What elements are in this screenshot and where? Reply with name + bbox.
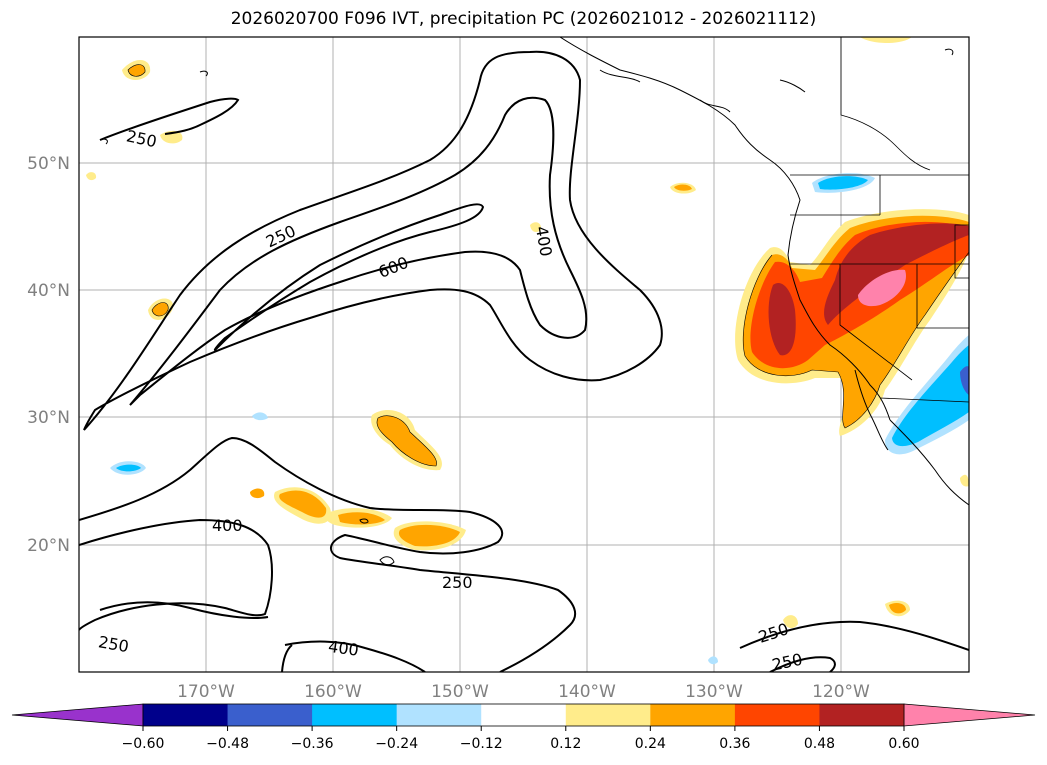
colorbar-swatch — [565, 704, 651, 726]
coastlines — [99, 37, 969, 566]
colorbar-tick-label: −0.24 — [375, 736, 418, 752]
precip-positive-shading — [86, 37, 969, 629]
colorbar-tick-label: 0.60 — [888, 736, 919, 752]
lon-label: 130°W — [685, 682, 743, 702]
colorbar-tick-label: −0.60 — [122, 736, 165, 752]
colorbar-tick-label: 0.24 — [635, 736, 666, 752]
lon-label: 120°W — [812, 682, 870, 702]
colorbar-tick-label: −0.12 — [460, 736, 503, 752]
longitude-labels: 170°W 160°W 150°W 140°W 130°W 120°W — [177, 682, 870, 702]
colorbar-swatch — [143, 704, 229, 726]
colorbar-swatch — [650, 704, 736, 726]
colorbar-tick-label: 0.36 — [719, 736, 750, 752]
ivt-contour-250-west — [79, 518, 273, 631]
lon-label: 150°W — [431, 682, 489, 702]
ivt-contour-400-inner — [129, 96, 588, 406]
ivt-contour-250-se-upper — [739, 620, 969, 651]
map-border — [78, 36, 970, 673]
colorbar: −0.60 −0.48 −0.36 −0.24 −0.12 0.12 0.24 0.36 0.4… — [11, 703, 1036, 752]
colorbar-tick-label: 0.48 — [804, 736, 835, 752]
colorbar-swatch — [396, 704, 482, 726]
ivt-contour-400-bottom — [284, 640, 426, 672]
ivt-contour-250-bottom — [281, 644, 293, 672]
ivt-contour-250-main — [83, 50, 663, 431]
ivt-contours — [79, 50, 969, 672]
ivt-contour-400-south — [79, 436, 577, 672]
contour-label: 250 — [442, 573, 473, 592]
colorbar-swatch — [312, 704, 398, 726]
colorbar-swatch — [227, 704, 313, 726]
colorbar-border — [142, 703, 905, 727]
colorbar-swatch — [481, 704, 567, 726]
ivt-contour-250-se-lower — [769, 656, 836, 672]
colorbar-extend-high — [903, 703, 1036, 727]
lat-label: 30°N — [27, 408, 70, 428]
contour-label: 400 — [212, 516, 243, 535]
colorbar-swatch — [819, 704, 905, 726]
colorbar-tick-label: 0.12 — [550, 736, 581, 752]
graticule — [79, 37, 969, 672]
lon-label: 140°W — [558, 682, 616, 702]
lat-label: 50°N — [27, 154, 70, 174]
latitude-labels: 50°N 40°N 30°N 20°N — [27, 154, 70, 556]
precip-shading-edges — [127, 64, 969, 467]
colorbar-swatch — [734, 704, 820, 726]
precip-negative-shading — [110, 173, 969, 665]
ivt-contour-600 — [213, 203, 485, 352]
map-title: 2026020700 F096 IVT, precipitation PC (2… — [230, 9, 817, 29]
colorbar-extend-low — [11, 703, 144, 727]
lon-label: 170°W — [177, 682, 235, 702]
lat-label: 20°N — [27, 536, 70, 556]
contour-label: 400 — [327, 637, 360, 660]
ivt-contour-250-nw — [99, 97, 240, 141]
lon-label: 160°W — [304, 682, 362, 702]
colorbar-tick-label: −0.36 — [291, 736, 334, 752]
political-borders — [790, 37, 969, 403]
lat-label: 40°N — [27, 281, 70, 301]
colorbar-tick-label: −0.48 — [206, 736, 249, 752]
ivt-contour-250-sw — [99, 601, 269, 619]
